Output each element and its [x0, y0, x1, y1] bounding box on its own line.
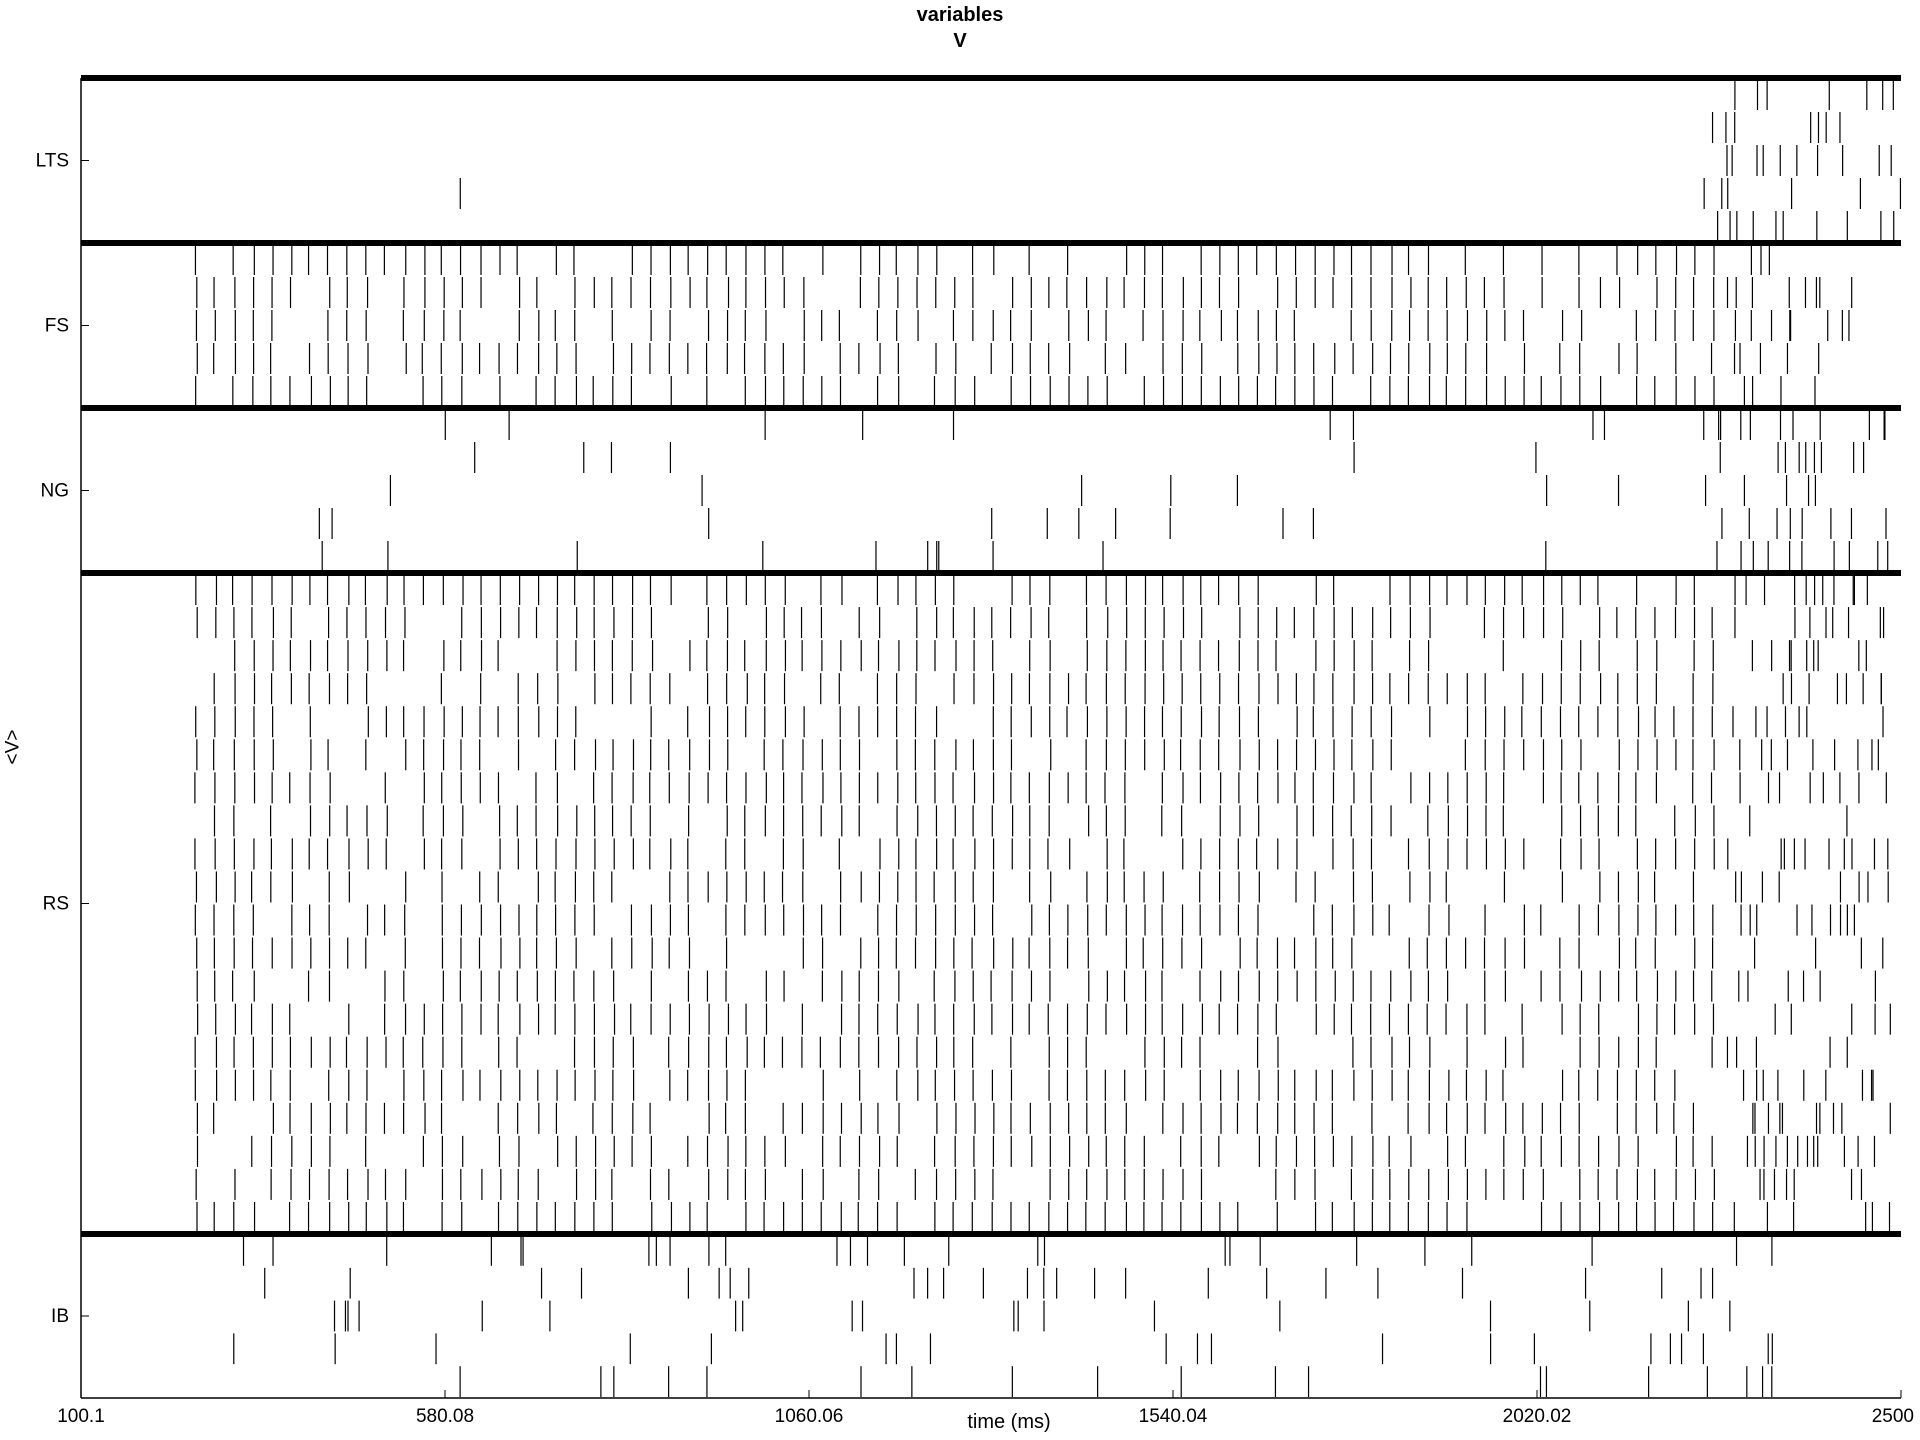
x-tick-label: 100.1 [57, 1406, 105, 1427]
population-fs [194, 244, 1853, 407]
chart-title-line-2: V [953, 30, 967, 52]
population-rs [194, 574, 1891, 1233]
population-separators [81, 75, 1901, 1237]
x-axis-label: time (ms) [967, 1411, 1050, 1433]
axes: LTS FS NG RS IB 100.1 580.08 1060.06 1540.04 2020… [36, 78, 1914, 1427]
population-label-ng: NG [41, 481, 70, 502]
chart-title-line-1: variables [916, 4, 1004, 26]
population-ib [233, 1235, 1773, 1397]
x-tick-label: 1060.06 [775, 1406, 844, 1427]
x-tick-label: 2500 [1872, 1406, 1914, 1427]
population-label-lts: LTS [36, 151, 69, 172]
population-label-rs: RS [43, 894, 69, 915]
spike-layer [194, 79, 1902, 1397]
population-ng [318, 409, 1889, 572]
population-label-fs: FS [45, 316, 69, 337]
population-lts [459, 79, 1902, 242]
x-tick-label: 580.08 [416, 1406, 474, 1427]
y-axis-label: <V> [2, 729, 24, 765]
x-tick-label: 2020.02 [1503, 1406, 1572, 1427]
x-tick-label: 1540.04 [1139, 1406, 1208, 1427]
population-label-ib: IB [51, 1306, 69, 1327]
